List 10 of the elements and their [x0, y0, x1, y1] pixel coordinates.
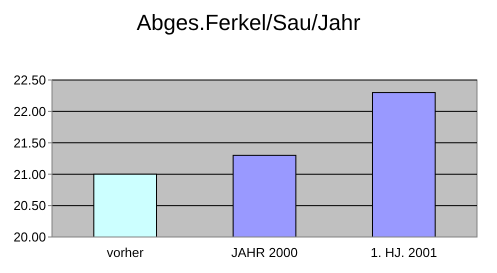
- x-tick-label: JAHR 2000: [231, 245, 298, 260]
- x-tick-label: vorher: [106, 245, 144, 260]
- y-tick-label: 22.50: [13, 72, 46, 88]
- y-tick-label: 21.00: [13, 166, 46, 182]
- y-tick-label: 20.50: [13, 198, 46, 214]
- x-tick-label: 1. HJ. 2001: [370, 245, 438, 260]
- y-tick-label: 22.00: [13, 104, 46, 119]
- chart-title: Abges.Ferkel/Sau/Jahr: [136, 10, 360, 35]
- y-tick-label: 20.00: [13, 230, 46, 245]
- y-tick-label: 21.50: [13, 135, 46, 150]
